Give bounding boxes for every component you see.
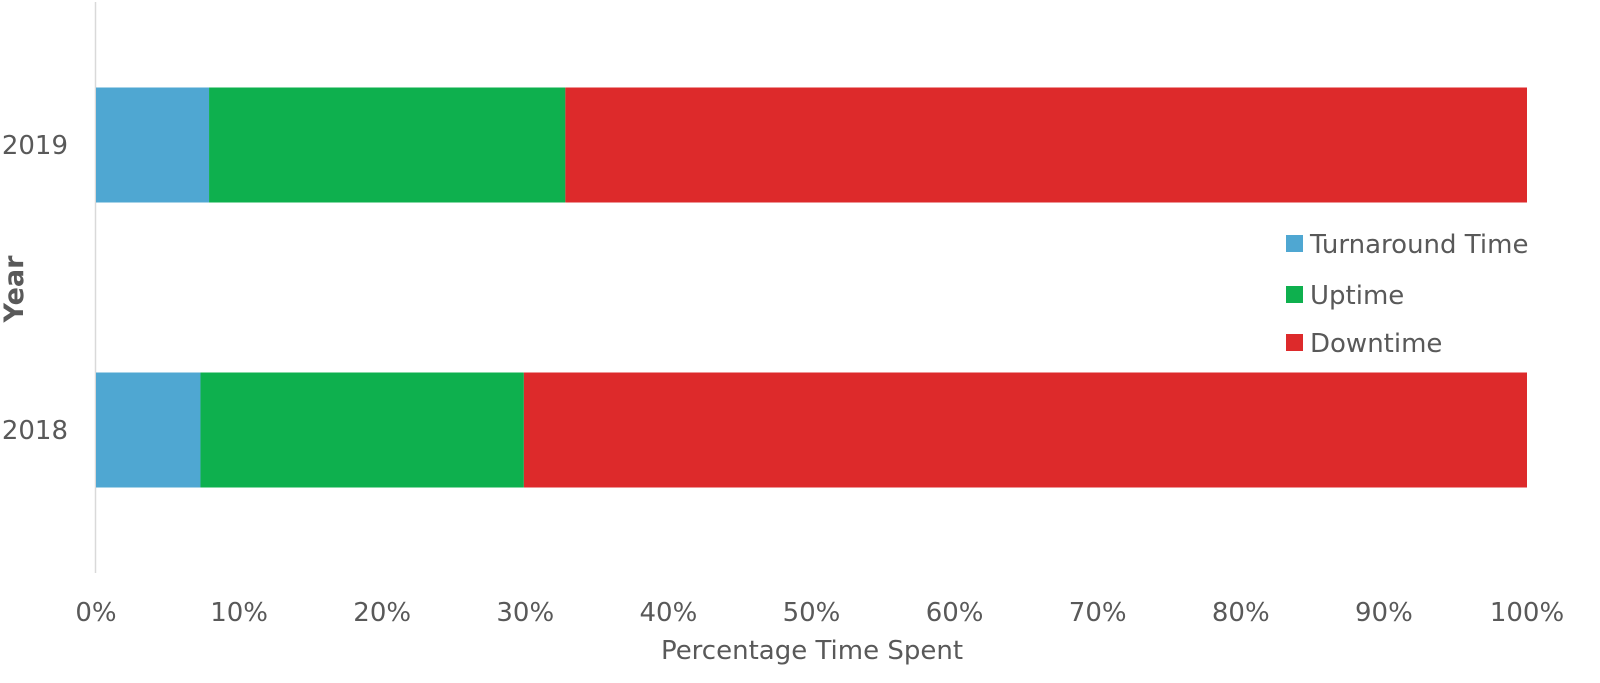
legend: Turnaround Time Uptime Downtime: [1286, 230, 1528, 359]
legend-label: Turnaround Time: [1309, 230, 1528, 260]
y-axis-title: Year: [0, 255, 30, 324]
x-tick-labels: 0% 10% 20% 30% 40% 50% 60% 70% 80% 90% 100%: [75, 598, 1564, 628]
x-tick-label: 80%: [1212, 598, 1270, 628]
x-axis-title: Percentage Time Spent: [661, 636, 963, 666]
bar-2019-downtime: [565, 87, 1527, 203]
legend-swatch-turnaround-time: [1286, 235, 1303, 252]
x-tick-label: 90%: [1355, 598, 1413, 628]
bar-2019-uptime: [209, 87, 566, 203]
x-tick-label: 10%: [210, 598, 268, 628]
x-tick-label: 30%: [496, 598, 554, 628]
x-tick-label: 50%: [783, 598, 841, 628]
category-label-2018: 2018: [2, 416, 68, 446]
legend-swatch-uptime: [1286, 286, 1303, 303]
category-labels: 2018 2019: [2, 131, 68, 446]
x-tick-label: 0%: [75, 598, 116, 628]
legend-swatch-downtime: [1286, 334, 1303, 351]
bars-group: [96, 87, 1527, 488]
x-tick-label: 70%: [1069, 598, 1127, 628]
category-label-2019: 2019: [2, 131, 68, 161]
legend-label: Downtime: [1310, 329, 1442, 359]
bar-2018-turnaround-time: [96, 372, 201, 488]
bar-2019-turnaround-time: [96, 87, 210, 203]
legend-label: Uptime: [1310, 281, 1404, 311]
bar-2018-downtime: [523, 372, 1527, 488]
x-tick-label: 100%: [1490, 598, 1564, 628]
x-tick-label: 40%: [640, 598, 698, 628]
x-tick-label: 60%: [926, 598, 984, 628]
bar-2018-uptime: [200, 372, 524, 488]
x-tick-label: 20%: [353, 598, 411, 628]
